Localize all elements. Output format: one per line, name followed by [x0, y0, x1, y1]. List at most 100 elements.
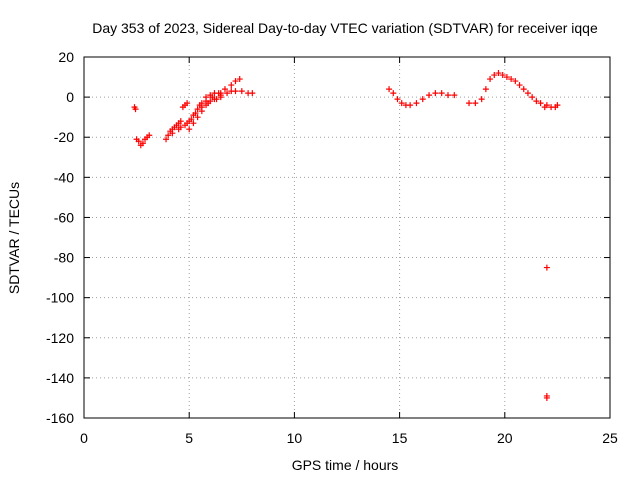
data-point [135, 138, 142, 145]
data-point [543, 102, 550, 109]
data-point [192, 110, 199, 117]
data-point [186, 126, 193, 133]
x-tick-labels: 0 5 10 15 20 25 [80, 430, 618, 446]
x-tick-label: 20 [497, 430, 513, 446]
y-tick-label: -20 [54, 129, 74, 145]
data-point [228, 82, 235, 89]
data-point [163, 136, 170, 143]
series-p3 [163, 118, 184, 143]
data-point [482, 86, 489, 93]
data-point [213, 96, 220, 103]
series-p1 [131, 104, 139, 113]
data-point [444, 92, 451, 99]
data-point [419, 96, 426, 103]
series-p2 [133, 132, 153, 149]
data-point [232, 78, 239, 85]
y-tick-label: 0 [66, 89, 74, 105]
plot-frame [83, 56, 611, 419]
data-point [177, 124, 184, 131]
data-point [432, 90, 439, 97]
data-point [165, 132, 172, 139]
data-point [194, 114, 201, 121]
data-point [184, 100, 191, 107]
data-point [196, 102, 203, 109]
data-point [495, 70, 502, 77]
y-tick-label: -160 [46, 410, 74, 426]
data-point [169, 130, 176, 137]
data-point [386, 86, 393, 93]
y-tick-label: -80 [54, 250, 74, 266]
data-point [466, 100, 473, 107]
data-point [194, 106, 201, 113]
data-point [524, 90, 531, 97]
series-p10 [386, 86, 458, 109]
data-point [177, 118, 184, 125]
data-point [209, 94, 216, 101]
data-point [203, 98, 210, 105]
data-point [543, 264, 550, 271]
series-p12 [543, 102, 561, 111]
series-p13 [543, 264, 550, 271]
y-tick-label: -140 [46, 370, 74, 386]
data-point [512, 78, 519, 85]
grid-lines [84, 57, 610, 418]
data-point [472, 100, 479, 107]
x-tick-label: 15 [392, 430, 408, 446]
x-tick-label: 25 [602, 430, 618, 446]
axis-ticks [83, 56, 611, 419]
data-point [554, 102, 561, 109]
data-marks [131, 70, 561, 401]
data-point [503, 74, 510, 81]
data-point [232, 88, 239, 95]
data-point [398, 100, 405, 107]
data-point [413, 100, 420, 107]
data-point [146, 132, 153, 139]
y-tick-label: -60 [54, 209, 74, 225]
series-p4 [179, 100, 191, 111]
y-tick-label: -40 [54, 169, 74, 185]
data-point [198, 108, 205, 115]
data-point [217, 92, 224, 99]
data-point [221, 86, 228, 93]
data-point [499, 72, 506, 79]
x-axis-label: GPS time / hours [292, 457, 399, 473]
data-point [533, 98, 540, 105]
y-tick-label: -120 [46, 330, 74, 346]
x-tick-label: 10 [287, 430, 303, 446]
data-point [537, 100, 544, 107]
data-point [394, 96, 401, 103]
data-point [520, 86, 527, 93]
chart-title: Day 353 of 2023, Sidereal Day-to-day VTE… [92, 20, 598, 36]
data-point [487, 76, 494, 83]
data-point [190, 120, 197, 127]
series-p9 [217, 88, 256, 99]
series-p11 [466, 70, 548, 111]
data-point [188, 116, 195, 123]
y-tick-labels: -160 -140 -120 -100 -80 -60 -40 -20 0 20 [46, 49, 74, 426]
data-point [508, 76, 515, 83]
x-tick-label: 0 [80, 430, 88, 446]
data-point [529, 94, 536, 101]
x-tick-label: 5 [185, 430, 193, 446]
data-point [390, 90, 397, 97]
y-axis-label: SDTVAR / TECUs [6, 182, 22, 294]
data-point [407, 102, 414, 109]
y-tick-label: -100 [46, 290, 74, 306]
data-point [516, 82, 523, 89]
y-tick-label: 20 [58, 49, 74, 65]
data-point [238, 88, 245, 95]
data-point [236, 76, 243, 83]
data-point [184, 120, 191, 127]
data-point [491, 72, 498, 79]
data-point [139, 140, 146, 147]
data-point [451, 92, 458, 99]
data-point [543, 394, 550, 401]
data-point [224, 90, 231, 97]
data-point [426, 92, 433, 99]
series-p14 [543, 392, 550, 401]
data-point [132, 106, 139, 113]
data-point [249, 90, 256, 97]
data-point [438, 90, 445, 97]
data-point [478, 96, 485, 103]
